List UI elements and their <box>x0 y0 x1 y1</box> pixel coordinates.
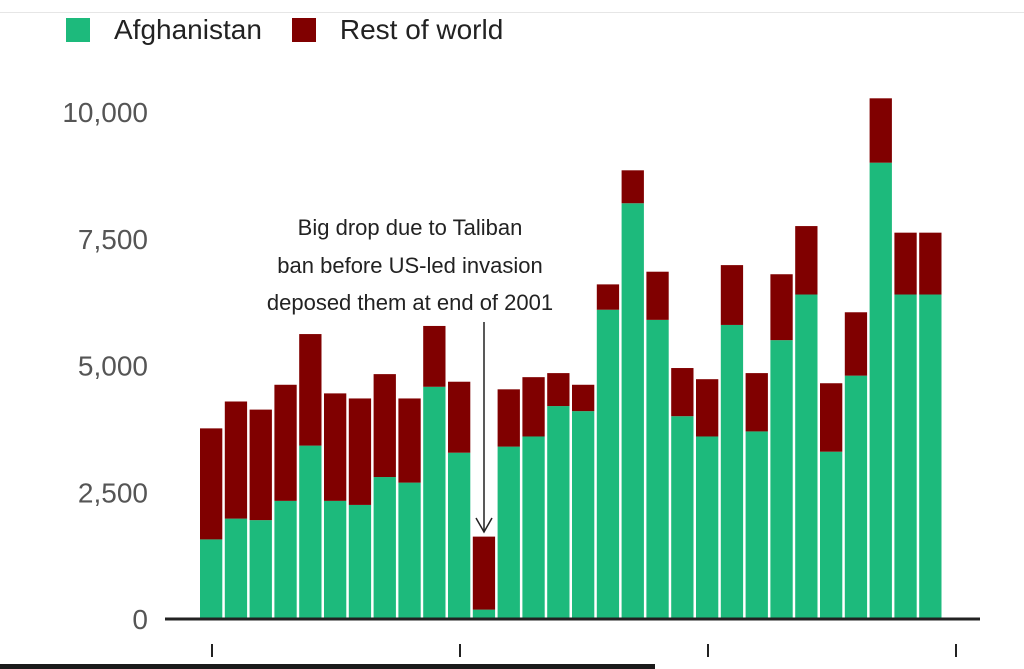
bar-rest-of-world <box>299 334 322 446</box>
bar-rest-of-world <box>324 393 347 501</box>
legend-swatch-rest-of-world <box>291 18 316 42</box>
bar-afghanistan <box>745 431 768 619</box>
bar-rest-of-world <box>795 226 818 295</box>
legend-swatch-afghanistan <box>66 18 90 42</box>
bar-rest-of-world <box>448 381 471 453</box>
bar-afghanistan <box>795 294 818 619</box>
bar-afghanistan <box>572 411 595 619</box>
x-axis-ticks <box>211 644 957 657</box>
bar-afghanistan <box>274 500 297 619</box>
y-axis-ticks: 0 2,500 5,000 7,500 10,000 <box>62 97 148 635</box>
bar-rest-of-world <box>869 98 892 163</box>
annotation-line-1: Big drop due to Taliban <box>298 215 523 240</box>
bar-afghanistan <box>522 436 545 619</box>
bar-rest-of-world <box>820 383 843 452</box>
bar-rest-of-world <box>522 377 545 437</box>
bar-afghanistan <box>720 324 744 619</box>
bar-afghanistan <box>373 477 396 619</box>
legend-label-rest-of-world: Rest of world <box>339 14 504 45</box>
bar-rest-of-world <box>472 536 496 610</box>
bar-rest-of-world <box>200 428 223 540</box>
bar-rest-of-world <box>844 312 868 376</box>
annotation-arrow-head <box>475 517 493 534</box>
bar-rest-of-world <box>745 373 768 432</box>
bar-afghanistan <box>671 416 694 619</box>
bar-afghanistan <box>596 309 620 619</box>
bar-afghanistan <box>547 406 570 619</box>
bar-rest-of-world <box>596 284 620 310</box>
y-tick-label: 7,500 <box>78 224 148 255</box>
bar-rest-of-world <box>671 368 694 417</box>
bar-rest-of-world <box>770 274 793 341</box>
legend-item-afghanistan: Afghanistan <box>66 14 262 46</box>
bar-rest-of-world <box>894 232 917 295</box>
bar-rest-of-world <box>696 379 719 437</box>
bar-afghanistan <box>919 294 942 619</box>
bar-afghanistan <box>448 452 471 619</box>
bar-rest-of-world <box>373 374 396 478</box>
bar-rest-of-world <box>398 398 421 483</box>
bar-afghanistan <box>423 386 446 619</box>
y-tick-label: 5,000 <box>78 351 148 382</box>
bar-afghanistan <box>299 445 322 619</box>
bar-rest-of-world <box>919 232 942 295</box>
bar-afghanistan <box>497 446 520 619</box>
bottom-rule <box>0 664 655 669</box>
bar-rest-of-world <box>720 265 744 325</box>
bar-afghanistan <box>894 294 917 619</box>
bar-afghanistan <box>472 609 496 619</box>
bar-rest-of-world <box>274 384 297 501</box>
bar-rest-of-world <box>621 170 644 204</box>
legend: Afghanistan Rest of world <box>66 14 533 46</box>
bar-rest-of-world <box>646 271 669 320</box>
bar-afghanistan <box>844 375 868 619</box>
bar-afghanistan <box>348 504 372 619</box>
bar-afghanistan <box>200 539 223 619</box>
bar-rest-of-world <box>547 373 570 407</box>
bar-rest-of-world <box>249 409 272 521</box>
annotation-line-3: deposed them at end of 2001 <box>267 290 553 315</box>
top-rule <box>0 12 1024 13</box>
y-tick-label: 0 <box>132 604 148 635</box>
bar-series <box>200 98 942 619</box>
bar-rest-of-world <box>497 389 520 447</box>
bar-rest-of-world <box>423 325 446 387</box>
bar-afghanistan <box>398 482 421 619</box>
bar-afghanistan <box>770 340 793 619</box>
legend-label-afghanistan: Afghanistan <box>114 14 262 45</box>
bar-afghanistan <box>646 319 669 619</box>
annotation-line-2: ban before US-led invasion <box>277 253 542 278</box>
y-tick-label: 10,000 <box>62 97 148 128</box>
bar-afghanistan <box>224 518 248 619</box>
annotation: Big drop due to Taliban ban before US-le… <box>267 215 553 534</box>
bar-rest-of-world <box>348 398 372 505</box>
legend-item-rest-of-world: Rest of world <box>291 14 504 46</box>
bar-afghanistan <box>869 162 892 619</box>
bar-rest-of-world <box>224 401 248 519</box>
bar-afghanistan <box>324 500 347 619</box>
bar-rest-of-world <box>572 384 595 412</box>
y-tick-label: 2,500 <box>78 477 148 508</box>
bar-afghanistan <box>249 520 272 619</box>
bar-afghanistan <box>696 436 719 619</box>
bar-afghanistan <box>621 203 644 619</box>
bar-afghanistan <box>820 451 843 619</box>
